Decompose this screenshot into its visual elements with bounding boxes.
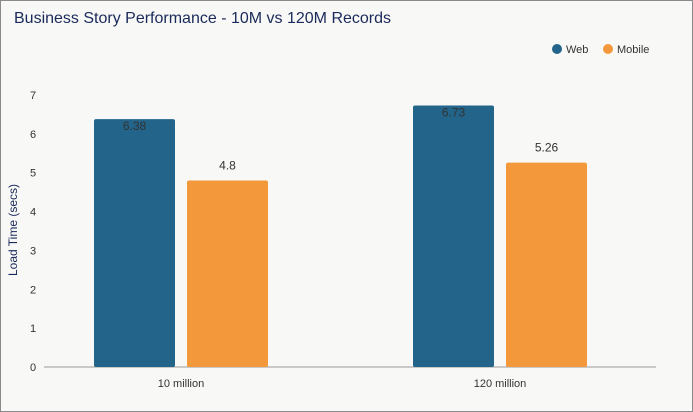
legend-swatch-mobile	[603, 44, 613, 54]
bars-group: 6.38 4.8 6.73 5.26	[94, 105, 587, 368]
data-label: 6.38	[123, 119, 147, 133]
chart-title: Business Story Performance - 10M vs 120M…	[14, 10, 392, 27]
x-axis: 10 million 120 million	[158, 378, 527, 390]
data-label: 5.26	[535, 141, 559, 155]
y-tick-label: 3	[30, 245, 36, 257]
y-tick-label: 7	[30, 90, 36, 102]
bar-web-2	[413, 105, 494, 368]
legend-label-mobile: Mobile	[617, 44, 649, 56]
y-tick-label: 4	[30, 207, 36, 219]
bar-mobile-1	[187, 180, 268, 367]
bar-web-1	[94, 119, 175, 367]
y-axis-label: Load Time (secs)	[6, 184, 20, 276]
y-tick-label: 6	[30, 129, 36, 141]
y-tick-label: 0	[30, 362, 36, 374]
legend-swatch-web	[552, 44, 562, 54]
y-tick-label: 2	[30, 284, 36, 296]
y-tick-label: 5	[30, 168, 36, 180]
data-label: 6.73	[442, 105, 466, 119]
bar-mobile-2	[506, 162, 587, 367]
legend-label-web: Web	[566, 44, 588, 56]
x-tick-label: 120 million	[474, 378, 527, 390]
legend: Web Mobile	[552, 44, 649, 56]
y-axis: 0 1 2 3 4 5 6 7	[30, 90, 36, 374]
y-tick-label: 1	[30, 323, 36, 335]
x-tick-label: 10 million	[158, 378, 204, 390]
data-label: 4.8	[219, 158, 236, 172]
